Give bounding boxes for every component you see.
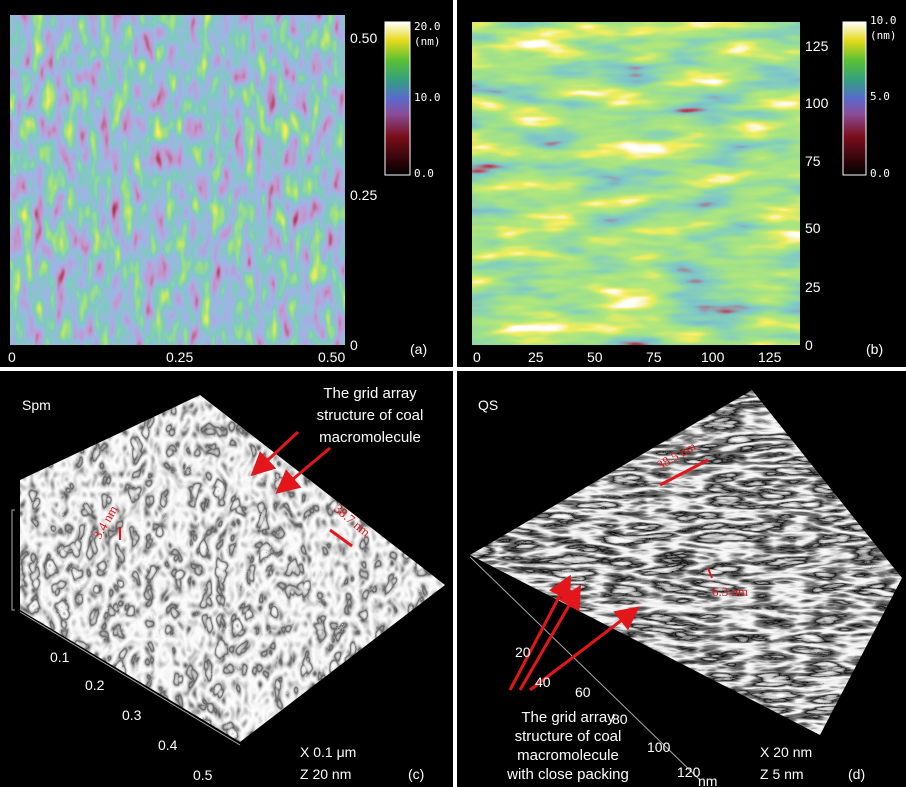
z-axis [11, 509, 15, 611]
panel-label: (a) [410, 341, 427, 357]
y-tick-label: 25 [805, 279, 821, 295]
tick-label: 100 [647, 739, 671, 755]
colorbar-label: 10.0 [870, 14, 897, 27]
scale-label: Z 5 nm [760, 766, 804, 782]
x-tick-label: 25 [528, 349, 544, 365]
arrow [275, 446, 331, 494]
panel-title: Spm [22, 397, 51, 413]
tick-label: 80 [612, 711, 628, 727]
colorbar-label: (nm) [414, 35, 441, 48]
tick-label: 0.1 [50, 649, 70, 665]
y-tick-label: 100 [805, 95, 829, 111]
arrow [250, 430, 300, 477]
colorbar [384, 21, 411, 176]
height-map [10, 15, 345, 345]
annotation: structure of coal [515, 728, 622, 745]
x-tick-label: 125 [758, 349, 782, 365]
x-tick-label: 50 [587, 349, 603, 365]
tick-label: 0.2 [85, 677, 105, 693]
x-tick-label: 0 [8, 349, 16, 365]
x-tick-label: 75 [646, 349, 662, 365]
tick-label: 20 [515, 644, 531, 660]
tick-label: 60 [575, 684, 591, 700]
panel-label: (c) [408, 766, 424, 782]
y-tick-label: 0 [805, 337, 813, 353]
colorbar-label: 0.0 [870, 167, 890, 180]
panel-label: (d) [848, 766, 865, 782]
measurement: 6.3 nm [712, 584, 748, 599]
colorbar-label: (nm) [870, 29, 897, 42]
y-tick-label: 0 [350, 337, 358, 353]
scale-label: Z 20 nm [300, 766, 351, 782]
scale-label: X 20 nm [760, 744, 812, 760]
y-tick-label: 75 [805, 153, 821, 169]
annotation: structure of coal [317, 407, 424, 424]
x-tick-label: 0 [473, 349, 481, 365]
y-tick-label: 0.50 [350, 30, 377, 46]
tick-label: 120 [677, 764, 701, 780]
colorbar-label: 20.0 [414, 20, 441, 33]
x-tick-label: 0.50 [318, 349, 345, 365]
annotation: macromolecule [517, 747, 619, 764]
y-tick-label: 0.25 [350, 187, 377, 203]
colorbar-label: 0.0 [414, 167, 434, 180]
y-tick-label: 125 [805, 38, 829, 54]
annotation: macromolecule [319, 429, 421, 446]
arrow [518, 584, 582, 691]
tick-label: 0.4 [158, 737, 178, 753]
annotation: The grid array [323, 385, 417, 402]
panel-title: QS [478, 397, 498, 413]
annotation: with close packing [506, 766, 629, 783]
tick-label: 0.5 [193, 767, 213, 783]
arrow [508, 574, 571, 691]
height-map [472, 22, 800, 345]
measure-line [329, 528, 353, 548]
measure-line [707, 567, 713, 579]
axis-line [19, 611, 241, 746]
x-tick-label: 100 [701, 349, 725, 365]
x-tick-label: 0.25 [166, 349, 193, 365]
colorbar-label: 5.0 [870, 90, 890, 103]
y-tick-label: 50 [805, 220, 821, 236]
arrow [529, 606, 640, 692]
tick-label: 40 [535, 674, 551, 690]
colorbar [842, 21, 867, 176]
scale-label: X 0.1 μm [300, 744, 356, 760]
measure-line [659, 458, 709, 487]
tick-label: 0.3 [122, 707, 142, 723]
colorbar-label: 10.0 [414, 91, 441, 104]
axis-unit: nm [698, 773, 717, 787]
annotation: The grid array [521, 709, 615, 726]
panel-label: (b) [866, 341, 883, 357]
axis-line [469, 556, 701, 781]
